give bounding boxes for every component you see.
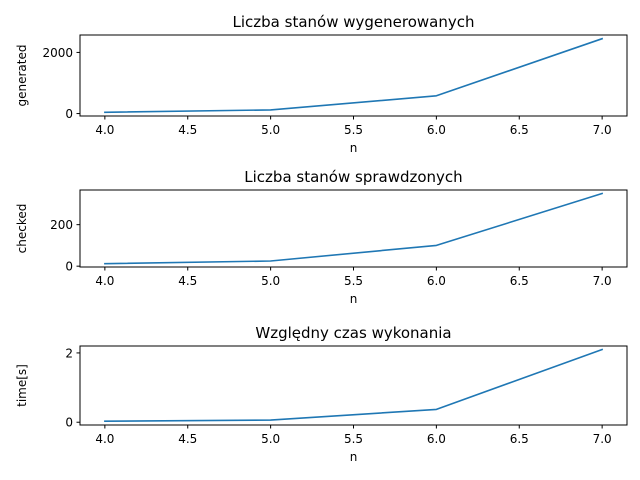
x-tick-label: 6.0 [427, 432, 446, 446]
x-tick-label: 4.0 [95, 123, 114, 137]
x-tick-label: 5.0 [261, 274, 280, 288]
y-axis-label: time[s] [15, 364, 29, 407]
chart-panel-1: Liczba stanów wygenerowanych 4.0 4.5 5.0 5.5… [15, 13, 628, 155]
x-tick-label: 6.5 [510, 123, 529, 137]
x-axis-label: n [350, 450, 358, 464]
y-tick-label: 0 [65, 416, 73, 430]
x-tick-label: 7.0 [593, 123, 612, 137]
x-tick-label: 6.5 [510, 432, 529, 446]
chart-panel-2: Liczba stanów sprawdzonych 4.0 4.5 5.0 5.5 6.… [15, 168, 628, 306]
chart-title: Względny czas wykonania [255, 324, 451, 342]
x-tick-label: 4.0 [95, 432, 114, 446]
x-tick-label: 6.5 [510, 274, 529, 288]
y-axis-label: generated [15, 45, 29, 107]
x-tick-label: 4.5 [178, 274, 197, 288]
x-tick-label: 5.0 [261, 432, 280, 446]
x-tick-label: 5.0 [261, 123, 280, 137]
x-tick-label: 4.5 [178, 123, 197, 137]
x-tick-label: 6.0 [427, 274, 446, 288]
y-tick-label: 0 [65, 107, 73, 121]
y-axis-label: checked [15, 204, 29, 254]
x-tick-label: 5.5 [344, 123, 363, 137]
series-line [104, 37, 604, 114]
series-line [104, 192, 604, 265]
x-tick-label: 7.0 [593, 274, 612, 288]
x-tick-label: 5.5 [344, 432, 363, 446]
x-tick-label: 4.0 [95, 274, 114, 288]
y-tick-label: 2000 [42, 46, 73, 60]
y-tick-label: 2 [65, 346, 73, 360]
x-tick-label: 5.5 [344, 274, 363, 288]
chart-title: Liczba stanów wygenerowanych [233, 13, 475, 31]
axes-frame [79, 345, 628, 426]
chart-title: Liczba stanów sprawdzonych [244, 168, 462, 186]
x-tick-label: 7.0 [593, 432, 612, 446]
y-tick-label: 0 [65, 260, 73, 274]
y-tick-label: 200 [50, 218, 73, 232]
chart-panel-3: Względny czas wykonania 4.0 4.5 5.0 5.5 6.0 6.… [15, 324, 628, 464]
axes-frame [79, 189, 628, 268]
x-tick-label: 6.0 [427, 123, 446, 137]
x-tick-label: 4.5 [178, 432, 197, 446]
series-line [104, 348, 604, 423]
x-axis-label: n [350, 292, 358, 306]
axes-frame [79, 34, 628, 117]
x-axis-label: n [350, 141, 358, 155]
